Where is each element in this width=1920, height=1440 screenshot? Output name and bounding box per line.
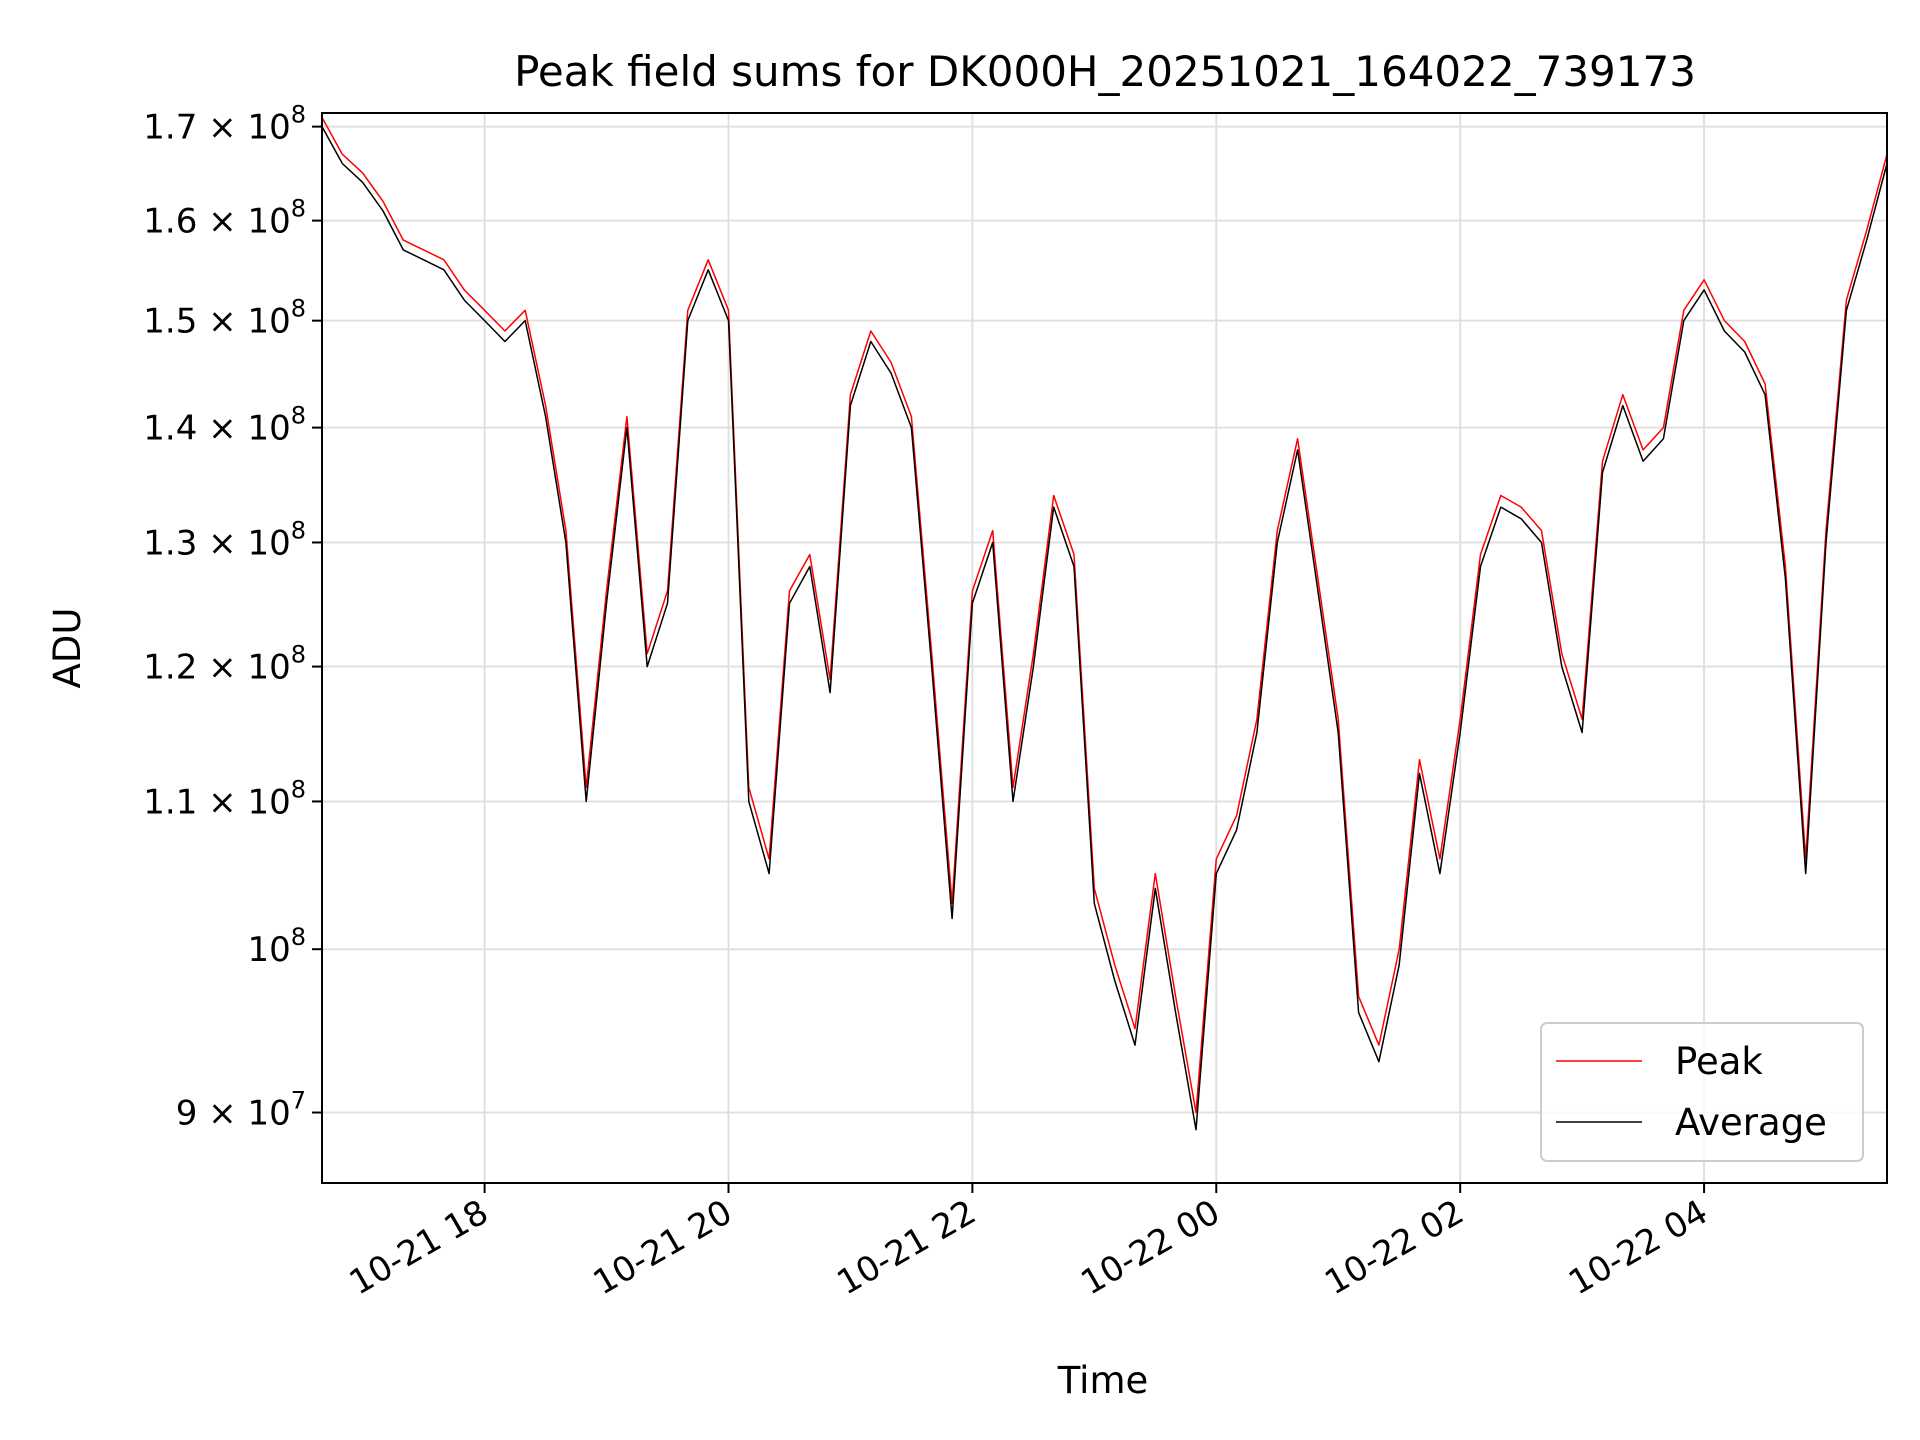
y-tick-label: 1.7 × 108 (143, 101, 306, 148)
legend-average-label: Average (1675, 1101, 1827, 1144)
series-average-line (321, 126, 1888, 1131)
y-tick-label: 108 (247, 923, 306, 970)
y-tick-label: 1.3 × 108 (143, 516, 306, 563)
plot-area (322, 113, 1887, 1183)
chart-title: Peak field sums for DK000H_20251021_1640… (514, 47, 1696, 96)
series-peak-line (321, 117, 1888, 1114)
y-tick-label: 9 × 107 (176, 1087, 306, 1134)
y-tick-label: 1.6 × 108 (143, 195, 306, 242)
legend-peak-label: Peak (1675, 1040, 1763, 1083)
y-tick-label: 1.4 × 108 (143, 402, 306, 449)
legend: Peak Average (1540, 1022, 1864, 1162)
y-tick-label: 1.5 × 108 (143, 295, 306, 342)
series-layer (321, 117, 1888, 1131)
y-tick-label: 1.1 × 108 (143, 775, 306, 822)
x-axis-label: Time (1057, 1359, 1149, 1402)
plot-frame (321, 112, 1888, 1184)
y-tick-label: 1.2 × 108 (143, 641, 306, 688)
y-axis-label: ADU (46, 608, 89, 689)
y-axis: 9 × 107 108 1.1 × 108 1.2 × 108 1.3 × 108 1.4… (143, 101, 322, 1134)
legend-box (1540, 1022, 1864, 1162)
